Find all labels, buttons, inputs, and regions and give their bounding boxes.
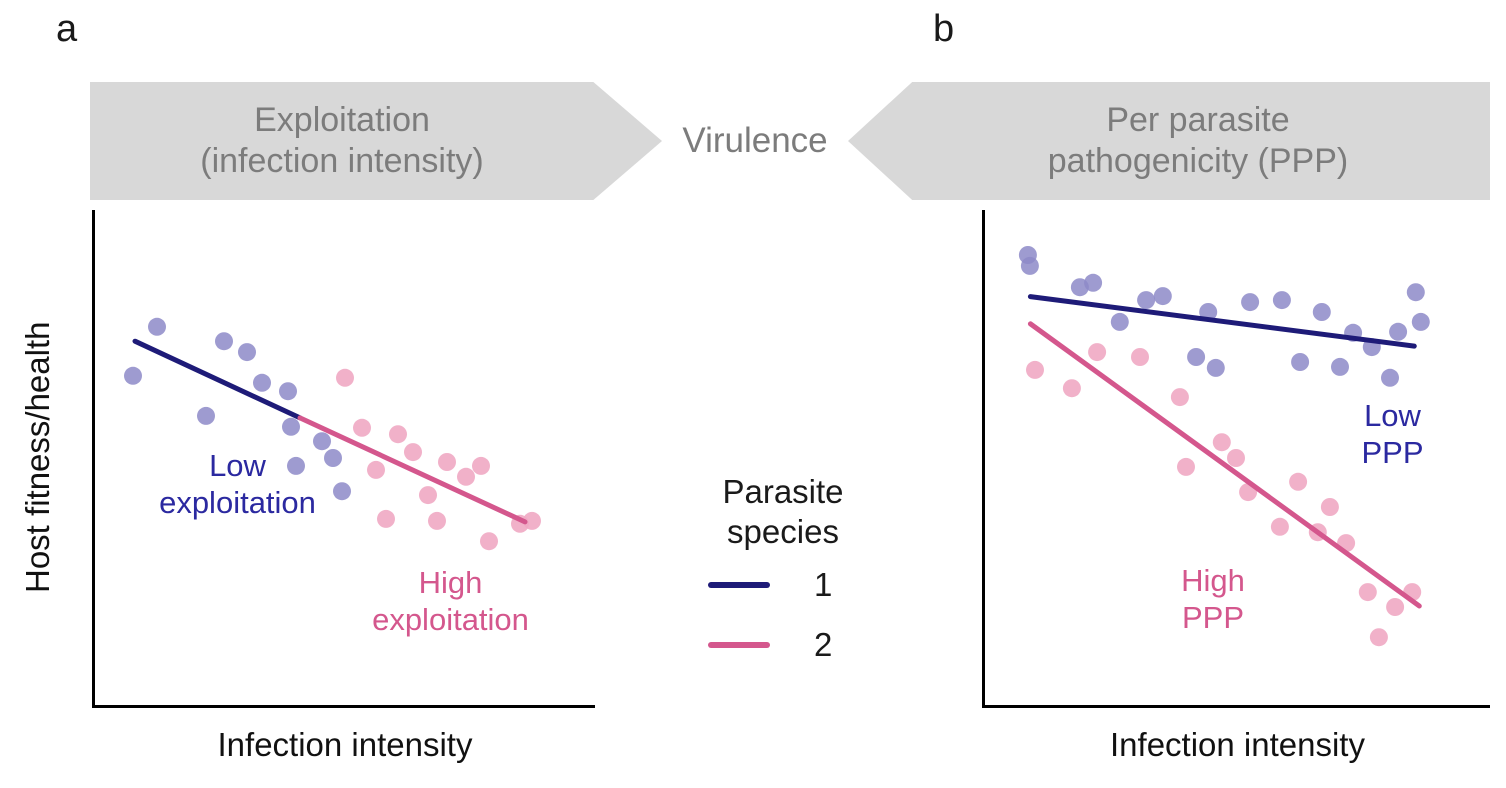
species-1-point <box>124 366 142 385</box>
species-1-point <box>197 406 215 425</box>
high-exploitation-annotation: High exploitation <box>348 565 553 638</box>
exploitation-banner-line1: Exploitation <box>254 100 430 139</box>
ppp-banner-line1: Per parasite <box>1106 100 1290 139</box>
species-2-point <box>404 443 422 462</box>
species-1-point <box>1389 322 1408 341</box>
legend-item-2-label: 2 <box>814 626 833 663</box>
low-ppp-annotation: Low PPP <box>1330 398 1455 471</box>
species-1-point <box>1020 256 1039 275</box>
ppp-banner-line2: pathogenicity (PPP) <box>1047 142 1349 180</box>
species-1-point <box>238 343 256 362</box>
high-exploitation-trend <box>297 415 528 525</box>
low-exploitation-line1: Low <box>209 448 266 483</box>
species-1-point <box>1084 273 1103 292</box>
x-axis-label-a: Infection intensity <box>217 726 473 763</box>
species-1-point <box>1312 303 1331 321</box>
species-1-point <box>1272 291 1291 310</box>
high-ppp-line1: High <box>1181 563 1245 598</box>
species-1-point <box>215 332 233 351</box>
species-1-point <box>1153 287 1172 306</box>
species-1-point <box>1411 312 1430 331</box>
species-2-point <box>428 511 446 530</box>
species-1-point <box>279 382 297 401</box>
low-exploitation-line2: exploitation <box>159 484 316 520</box>
species-2-point <box>1289 472 1308 491</box>
species-1-point <box>148 317 166 336</box>
ppp-banner-arrow: Per parasite pathogenicity (PPP) <box>848 82 1490 200</box>
legend: 1 2 <box>708 566 832 664</box>
species-1-point <box>253 373 271 392</box>
legend-item-species-2: 2 <box>708 626 832 664</box>
high-ppp-line2: PPP <box>1181 599 1245 635</box>
exploitation-banner-arrow: Exploitation (infection intensity) <box>90 82 662 200</box>
legend-item-species-1: 1 <box>708 566 832 604</box>
high-ppp-annotation: High PPP <box>1148 563 1278 636</box>
species-1-point <box>1331 357 1349 376</box>
species-1-point <box>1187 348 1206 366</box>
species-2-point <box>367 460 385 479</box>
species-2-point <box>523 511 541 530</box>
species-2-point <box>353 418 371 437</box>
legend-title-line2: species <box>727 512 839 550</box>
low-ppp-trend <box>1027 294 1417 349</box>
species-1-point <box>1241 293 1260 312</box>
species-1-point <box>1381 368 1399 387</box>
species-2-point <box>1026 360 1044 379</box>
species-1-point <box>1137 291 1156 310</box>
species-2-point <box>1177 457 1195 476</box>
species-2-point <box>1131 348 1149 366</box>
species-2-point <box>1170 388 1189 407</box>
species-1-point <box>333 482 351 501</box>
species-1-point <box>1406 283 1425 302</box>
species-2-point <box>1088 343 1107 362</box>
low-exploitation-trend <box>132 338 303 421</box>
exploitation-banner-line2: (infection intensity) <box>200 142 484 180</box>
panel-b-label: b <box>933 8 955 50</box>
species-2-point <box>1212 433 1231 452</box>
species-2-point <box>1062 379 1081 398</box>
species-2-point <box>438 453 456 471</box>
species-2-point <box>472 456 490 475</box>
panel-a-label: a <box>56 8 78 50</box>
plot-b-canvas <box>1018 246 1430 647</box>
species-1-point <box>287 456 305 475</box>
species-2-point <box>1320 498 1339 516</box>
species-1-point <box>282 417 300 436</box>
species-2-point <box>1227 449 1245 467</box>
high-exploitation-line1: High <box>418 565 483 600</box>
species-2-point <box>457 467 475 486</box>
low-exploitation-annotation: Low exploitation <box>135 448 340 521</box>
legend-title: Parasite species <box>688 472 878 551</box>
species-1-point <box>1291 353 1310 371</box>
species-2-line-swatch <box>708 642 770 648</box>
species-2-point <box>1358 583 1377 602</box>
high-ppp-trend <box>1027 321 1422 609</box>
species-1-point <box>1206 358 1225 377</box>
species-2-point <box>480 532 498 551</box>
plot-b <box>982 210 1490 708</box>
plot-a <box>92 210 595 708</box>
x-axis-label-b: Infection intensity <box>1110 726 1365 763</box>
legend-title-line1: Parasite <box>722 473 844 510</box>
species-2-point <box>1386 598 1405 616</box>
species-2-point <box>389 425 407 444</box>
species-2-point <box>1369 628 1388 647</box>
low-ppp-line1: Low <box>1364 398 1421 433</box>
species-1-point <box>1110 312 1129 331</box>
species-2-point <box>336 368 354 387</box>
species-2-point <box>377 509 395 528</box>
high-exploitation-line2: exploitation <box>372 601 529 637</box>
species-1-point <box>324 449 342 467</box>
species-1-point <box>313 432 331 451</box>
y-axis-label: Host fitness/health <box>19 321 56 594</box>
species-2-point <box>419 486 437 505</box>
virulence-label: Virulence <box>682 121 828 160</box>
low-ppp-line2: PPP <box>1361 434 1424 470</box>
species-2-point <box>1270 517 1289 536</box>
species-1-line-swatch <box>708 582 770 588</box>
legend-item-1-label: 1 <box>814 566 833 603</box>
plot-a-canvas <box>124 317 541 551</box>
